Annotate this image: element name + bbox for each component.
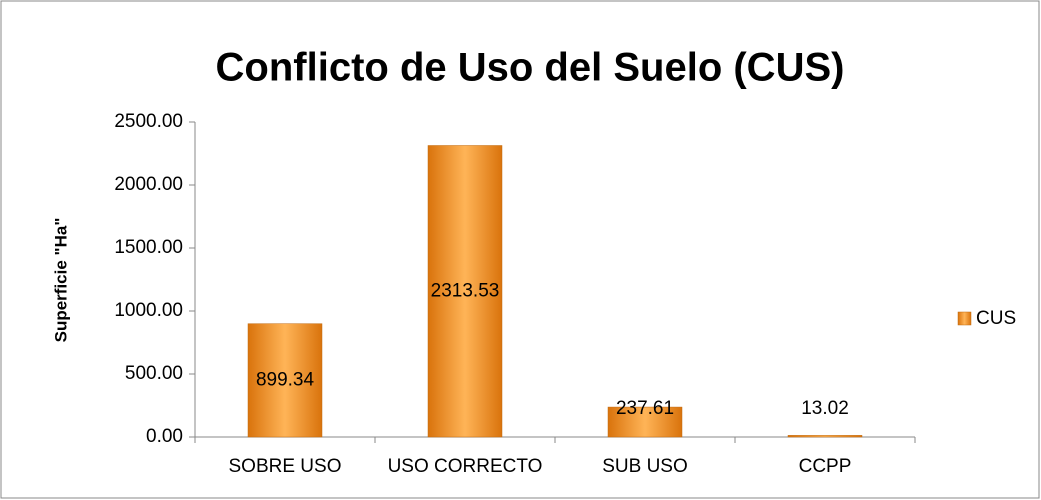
- bar: [787, 435, 863, 438]
- y-tick-label: 2500.00: [114, 111, 183, 132]
- y-axis-label: Superficie "Ha": [51, 218, 70, 343]
- x-tick-label: SUB USO: [602, 456, 688, 477]
- y-tick-label: 0.00: [146, 426, 183, 447]
- chart-title: Conflicto de Uso del Suelo (CUS): [216, 46, 845, 90]
- bar: [247, 323, 323, 438]
- data-label: 13.02: [801, 398, 849, 419]
- y-tick-label: 500.00: [125, 363, 183, 384]
- y-tick-label: 1500.00: [114, 237, 183, 258]
- data-label: 2313.53: [431, 280, 500, 301]
- legend-label: CUS: [976, 308, 1016, 329]
- legend-swatch: [957, 311, 972, 326]
- data-label: 899.34: [256, 369, 315, 390]
- y-tick-label: 1000.00: [114, 300, 183, 321]
- bar: [427, 145, 503, 438]
- y-tick-label: 2000.00: [114, 174, 183, 195]
- x-tick-label: CCPP: [799, 456, 852, 477]
- x-tick-label: USO CORRECTO: [388, 456, 543, 477]
- data-label: 237.61: [616, 398, 674, 419]
- x-tick-label: SOBRE USO: [229, 456, 342, 477]
- bar: [607, 406, 683, 438]
